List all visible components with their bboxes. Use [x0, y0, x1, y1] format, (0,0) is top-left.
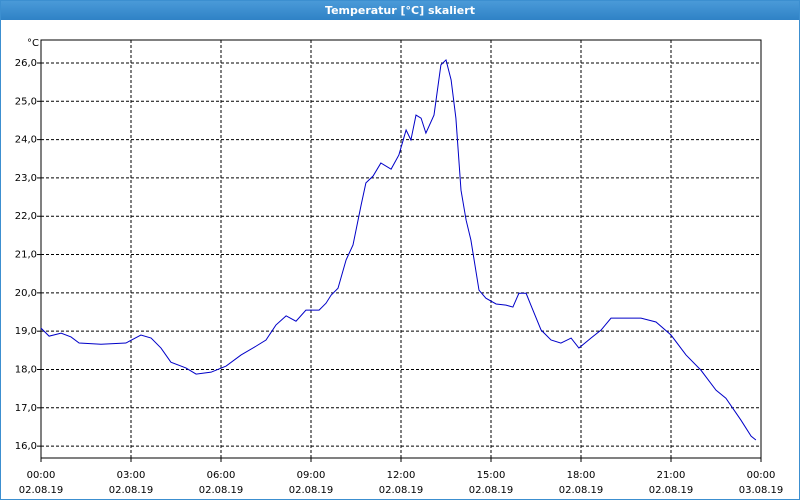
- x-tick-date: 02.08.19: [109, 485, 154, 496]
- x-tick-label: 18:00: [567, 470, 596, 481]
- x-tick-label: 21:00: [657, 470, 686, 481]
- x-tick-date: 02.08.19: [289, 485, 334, 496]
- x-tick-date: 02.08.19: [199, 485, 244, 496]
- x-tick-label: 00:00: [747, 470, 776, 481]
- y-tick-label: 16,0: [15, 441, 37, 452]
- y-tick-label: 21,0: [15, 250, 37, 261]
- chart: °C 16,0 17,0 18,0 19,0 20,0 21,0 22,0 23,0 24,0 2…: [15, 38, 784, 496]
- y-tick-label: 19,0: [15, 326, 37, 337]
- x-tick-label: 06:00: [207, 470, 236, 481]
- x-tick-date: 02.08.19: [379, 485, 424, 496]
- y-tick-label: 23,0: [15, 173, 37, 184]
- title-bar: Temperatur [°C] skaliert: [1, 1, 799, 20]
- x-tick-label: 12:00: [387, 470, 416, 481]
- x-tick-date: 03.08.19: [739, 485, 784, 496]
- x-tick-date: 02.08.19: [19, 485, 64, 496]
- y-tick-label: 26,0: [15, 58, 37, 69]
- y-tick-label: 17,0: [15, 403, 37, 414]
- x-tick-date: 02.08.19: [469, 485, 514, 496]
- x-tick-label: 15:00: [477, 470, 506, 481]
- y-unit: °C: [27, 38, 39, 49]
- x-tick-date: 02.08.19: [559, 485, 604, 496]
- y-tick-label: 18,0: [15, 364, 37, 375]
- y-tick-label: 22,0: [15, 211, 37, 222]
- plot-frame: [40, 39, 762, 459]
- x-tick-label: 00:00: [27, 470, 56, 481]
- y-tick-label: 24,0: [15, 135, 37, 146]
- y-tick-label: 25,0: [15, 96, 37, 107]
- x-tick-date: 02.08.19: [649, 485, 694, 496]
- x-tick-label: 09:00: [297, 470, 326, 481]
- y-tick-label: 20,0: [15, 288, 37, 299]
- x-tick-label: 03:00: [117, 470, 146, 481]
- line: [40, 58, 757, 441]
